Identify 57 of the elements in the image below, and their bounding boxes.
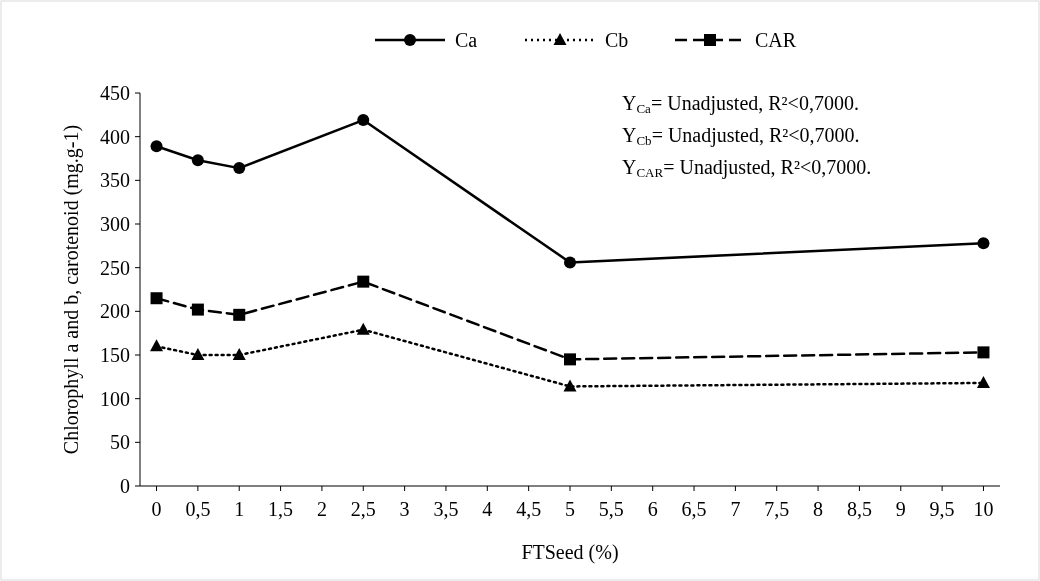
x-tick-label: 8,5 [846, 498, 872, 520]
annotation: Y$_{CAR}$= Unadjusted, R²<0,7000. [622, 156, 872, 181]
point [150, 339, 164, 352]
point [356, 322, 370, 335]
y-tick-label: 250 [100, 256, 130, 279]
point [191, 348, 205, 360]
x-axis-title: FTSeed (%) [521, 541, 619, 564]
x-tick-label: 4,5 [516, 498, 542, 520]
x-tick-label: 9 [895, 498, 906, 520]
x-tick-label: 9,5 [929, 498, 955, 520]
x-tick-label: 10 [973, 498, 994, 520]
point [977, 346, 990, 359]
y-tick-label: 350 [100, 169, 130, 192]
y-tick-label: 450 [100, 82, 130, 104]
annotation: Y$_{Cb}$= Unadjusted, R²<0,7000. [622, 124, 860, 149]
x-tick-label: 0 [151, 498, 162, 520]
point [976, 375, 990, 388]
x-tick-label: 5,5 [598, 498, 624, 520]
point [150, 140, 163, 153]
x-tick-label: 8 [813, 498, 824, 520]
x-tick-label: 6 [647, 498, 658, 520]
point [564, 353, 576, 366]
x-tick-label: 2,5 [350, 498, 376, 520]
point [191, 303, 204, 316]
y-tick-label: 400 [100, 125, 130, 148]
y-axis-title: Chlorophyll a and b, carotenoid (mg.g-1) [60, 124, 83, 455]
y-tick-label: 100 [100, 387, 130, 410]
annotation: Y$_{Ca}$= Unadjusted, R²<0,7000. [622, 92, 859, 117]
y-tick-label: 200 [100, 300, 130, 323]
x-tick-label: 3 [399, 498, 410, 520]
legend-label: CAR [755, 29, 797, 51]
point [564, 256, 576, 269]
point [232, 348, 246, 360]
point [977, 237, 990, 250]
x-tick-label: 5 [565, 498, 575, 520]
point [233, 162, 246, 175]
legend-label: Cb [605, 29, 629, 51]
x-tick-label: 7 [730, 498, 741, 520]
x-tick-label: 7,5 [764, 498, 790, 520]
x-tick-label: 4 [482, 498, 493, 520]
x-tick-label: 6,5 [681, 498, 707, 520]
y-tick-label: 50 [110, 431, 130, 454]
point [357, 275, 370, 288]
x-tick-label: 1 [234, 498, 245, 520]
x-tick-label: 1,5 [268, 498, 294, 520]
x-tick-label: 3,5 [433, 498, 459, 520]
y-tick-label: 0 [120, 475, 130, 497]
y-tick-label: 300 [100, 213, 130, 235]
point [563, 379, 577, 392]
legend-label: Ca [455, 29, 478, 51]
x-tick-label: 0,5 [185, 498, 211, 520]
point [191, 154, 204, 167]
x-tick-label: 2 [316, 498, 327, 520]
y-tick-label: 150 [100, 344, 130, 366]
point [233, 308, 246, 321]
point [357, 114, 370, 127]
point [150, 292, 163, 305]
